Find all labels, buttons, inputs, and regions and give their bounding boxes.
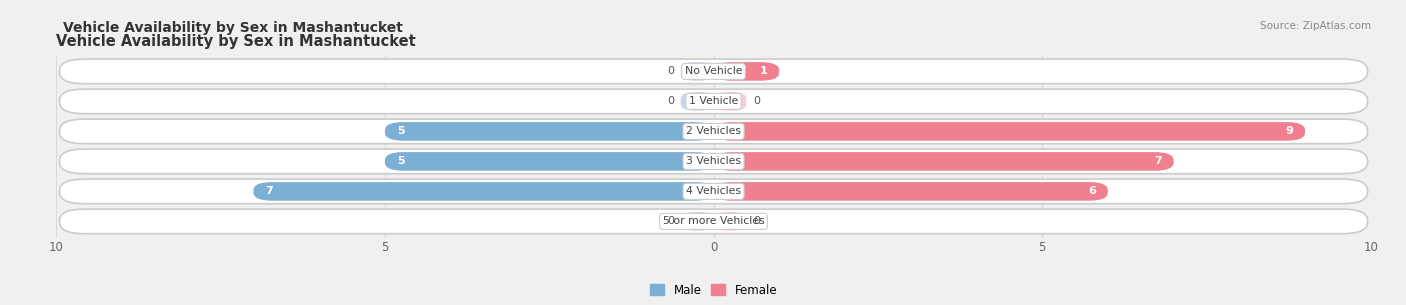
Text: No Vehicle: No Vehicle <box>685 66 742 76</box>
Text: 6: 6 <box>1088 186 1097 196</box>
FancyBboxPatch shape <box>59 209 1368 234</box>
FancyBboxPatch shape <box>713 152 1174 171</box>
FancyBboxPatch shape <box>59 119 1368 144</box>
FancyBboxPatch shape <box>713 92 747 111</box>
FancyBboxPatch shape <box>681 212 713 231</box>
Text: 0: 0 <box>666 66 673 76</box>
Text: 1: 1 <box>759 66 768 76</box>
Text: 2 Vehicles: 2 Vehicles <box>686 126 741 136</box>
FancyBboxPatch shape <box>253 182 713 201</box>
FancyBboxPatch shape <box>59 179 1368 204</box>
FancyBboxPatch shape <box>59 89 1368 114</box>
Text: 3 Vehicles: 3 Vehicles <box>686 156 741 167</box>
Text: 7: 7 <box>266 186 273 196</box>
FancyBboxPatch shape <box>713 62 779 81</box>
Text: 9: 9 <box>1285 126 1294 136</box>
Text: 0: 0 <box>754 96 761 106</box>
Text: 5: 5 <box>396 126 405 136</box>
Text: Vehicle Availability by Sex in Mashantucket: Vehicle Availability by Sex in Mashantuc… <box>56 34 416 49</box>
FancyBboxPatch shape <box>681 62 713 81</box>
FancyBboxPatch shape <box>385 122 713 141</box>
Text: 5: 5 <box>396 156 405 167</box>
Text: Vehicle Availability by Sex in Mashantucket: Vehicle Availability by Sex in Mashantuc… <box>63 21 404 35</box>
FancyBboxPatch shape <box>59 149 1368 174</box>
FancyBboxPatch shape <box>713 212 747 231</box>
Text: 7: 7 <box>1154 156 1161 167</box>
Legend: Male, Female: Male, Female <box>645 279 782 302</box>
FancyBboxPatch shape <box>713 182 1108 201</box>
Text: 0: 0 <box>666 96 673 106</box>
FancyBboxPatch shape <box>681 92 713 111</box>
Text: 0: 0 <box>754 217 761 226</box>
Text: 5 or more Vehicles: 5 or more Vehicles <box>662 217 765 226</box>
Text: 0: 0 <box>666 217 673 226</box>
FancyBboxPatch shape <box>59 59 1368 84</box>
Text: 1 Vehicle: 1 Vehicle <box>689 96 738 106</box>
Text: 4 Vehicles: 4 Vehicles <box>686 186 741 196</box>
FancyBboxPatch shape <box>385 152 713 171</box>
FancyBboxPatch shape <box>713 122 1305 141</box>
Text: Source: ZipAtlas.com: Source: ZipAtlas.com <box>1260 21 1371 31</box>
